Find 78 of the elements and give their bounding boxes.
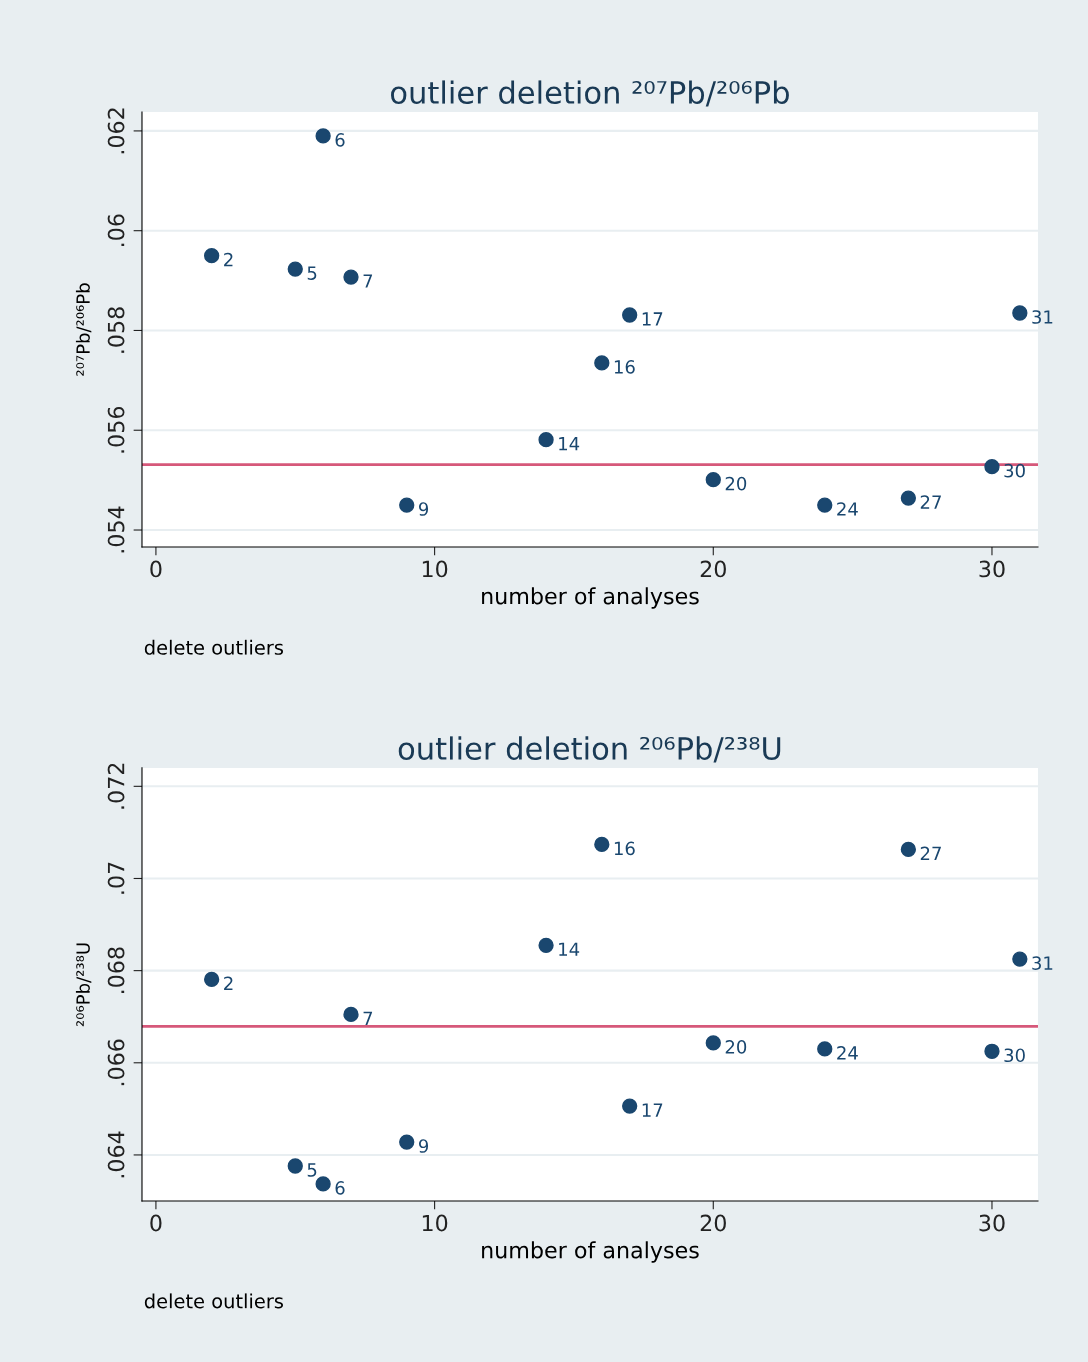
annotation: 24 <box>837 502 858 516</box>
annotation: 16 <box>614 360 635 374</box>
annotation: 31 <box>1032 310 1053 324</box>
y-tick-label: .066 <box>107 1039 125 1086</box>
annotation: 7 <box>363 274 373 288</box>
annotation: 2 <box>224 252 233 267</box>
point <box>204 247 220 264</box>
annotation: 6 <box>335 1181 345 1195</box>
annotation: 27 <box>920 495 941 509</box>
x-tick-label: 30 <box>979 560 1005 578</box>
point <box>817 497 833 513</box>
x-tick-label: 0 <box>150 1214 162 1232</box>
y-tick-label: .064 <box>107 1131 125 1178</box>
annotation: 14 <box>559 437 580 451</box>
point <box>538 937 554 953</box>
annotation: 7 <box>363 1011 373 1025</box>
annotation: 2 <box>224 976 233 990</box>
annotation: 17 <box>642 312 663 326</box>
y-tick-label: .054 <box>107 506 125 553</box>
text: delete outliers <box>144 1293 283 1309</box>
y-tick-label: .056 <box>107 406 125 453</box>
chart-title: outlier deletion ²⁰⁶Pb/²³⁸U <box>398 736 781 763</box>
point <box>399 1134 415 1150</box>
x-tick-label: 30 <box>979 1214 1005 1232</box>
point <box>287 261 303 277</box>
annotation: 5 <box>307 266 317 280</box>
point <box>1012 305 1028 321</box>
point <box>399 497 415 513</box>
y-tick-label: .07 <box>107 862 125 894</box>
point <box>900 841 917 858</box>
y-tick-label: .06 <box>107 214 125 246</box>
annotation: 5 <box>307 1163 317 1177</box>
y-axis-title: ²⁰⁶Pb/²³⁸U <box>75 943 92 1027</box>
annotation: 20 <box>725 476 747 491</box>
point <box>705 1035 721 1051</box>
annotation: 6 <box>335 133 345 147</box>
point <box>622 1098 638 1114</box>
x-tick-label: 10 <box>422 1214 448 1232</box>
x-tick-label: 0 <box>150 560 162 578</box>
x-tick-label: 10 <box>422 560 448 578</box>
annotation: 30 <box>1004 1048 1025 1063</box>
point <box>900 490 917 506</box>
annotation: 30 <box>1004 463 1025 478</box>
y-tick-label: .072 <box>107 763 125 809</box>
text: delete outliers <box>144 639 283 655</box>
point <box>705 471 721 488</box>
annotation: 17 <box>642 1103 663 1117</box>
point <box>315 1176 331 1192</box>
point <box>622 307 638 323</box>
annotation: 20 <box>725 1040 747 1054</box>
y-tick-label: .058 <box>107 307 125 353</box>
point <box>538 432 554 448</box>
y-axis-title: ²⁰⁷Pb/²⁰⁶Pb <box>75 283 92 376</box>
annotation: 9 <box>418 1139 429 1153</box>
point <box>287 1158 303 1174</box>
x-tick-label: 20 <box>700 1214 726 1232</box>
point <box>594 355 610 371</box>
y-tick-label: .062 <box>107 108 125 154</box>
annotation: 27 <box>920 846 941 860</box>
point <box>204 971 220 988</box>
chart-title: outlier deletion ²⁰⁷Pb/²⁰⁶Pb <box>391 80 789 107</box>
annotation: 31 <box>1032 956 1053 970</box>
annotation: 14 <box>559 942 580 956</box>
point <box>984 459 1000 475</box>
x-tick-label: 20 <box>700 560 726 578</box>
point <box>315 128 331 144</box>
annotation: 9 <box>418 502 429 516</box>
point <box>594 836 610 853</box>
point <box>984 1043 1000 1059</box>
point <box>343 269 359 285</box>
x-axis-title: number of analyses <box>482 587 699 609</box>
y-tick-label: .068 <box>107 947 125 993</box>
point <box>817 1041 833 1057</box>
point <box>1012 951 1028 967</box>
annotation: 16 <box>614 841 635 856</box>
x-axis-title: number of analyses <box>482 1241 699 1263</box>
annotation: 24 <box>837 1046 858 1060</box>
point <box>343 1006 359 1023</box>
